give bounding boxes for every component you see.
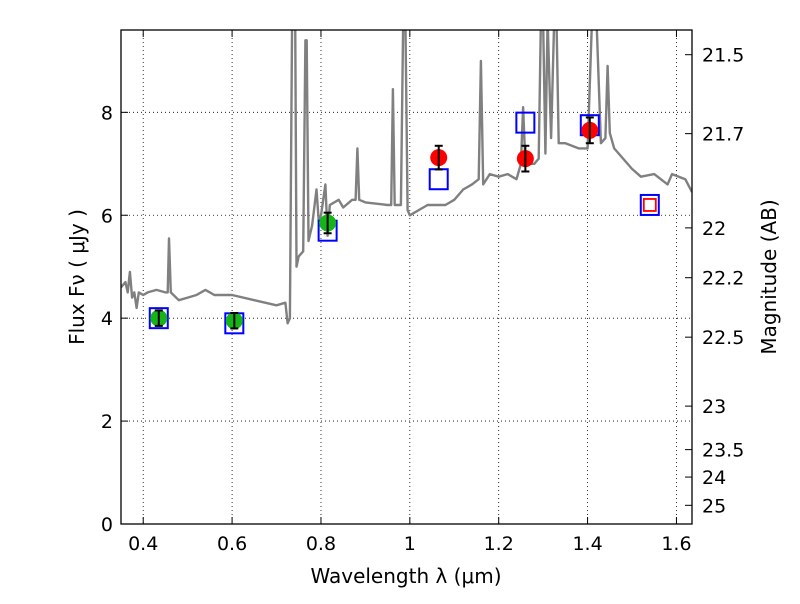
right-tick-label: 23.5 bbox=[702, 440, 744, 462]
x-tick-label: 0.6 bbox=[217, 533, 247, 555]
right-tick-label: 25 bbox=[702, 495, 726, 517]
right-tick-label: 22.5 bbox=[702, 327, 744, 349]
x-tick-label: 1.2 bbox=[484, 533, 514, 555]
right-axis-label: Magnitude (AB) bbox=[757, 199, 781, 354]
y-tick-label: 6 bbox=[101, 205, 113, 227]
blue-square-marker bbox=[639, 193, 660, 216]
y-tick-label: 8 bbox=[101, 102, 113, 124]
right-tick-label: 22.2 bbox=[702, 268, 744, 290]
right-tick-label: 21.7 bbox=[702, 124, 744, 146]
spectrum-line bbox=[121, 30, 692, 325]
right-tick-label: 23 bbox=[702, 396, 726, 418]
x-tick-label: 1.4 bbox=[572, 533, 602, 555]
right-tick-label: 21.5 bbox=[702, 45, 744, 67]
y-axis-label: Flux Fν ( μJy ) bbox=[65, 209, 89, 345]
red-square-marker bbox=[642, 198, 657, 212]
right-tick-label: 24 bbox=[702, 467, 726, 489]
blue-square-marker bbox=[515, 111, 536, 134]
x-tick-label: 0.4 bbox=[128, 533, 158, 555]
y-tick-label: 2 bbox=[101, 411, 113, 433]
x-tick-label: 1 bbox=[404, 533, 416, 555]
axis-ticks: 0.4 0.6 0.8 1 1.2 1.4 1.60246821.521.72222.222… bbox=[101, 30, 744, 555]
x-axis-label: Wavelength λ (μm) bbox=[310, 564, 501, 588]
blue-square-marker bbox=[148, 307, 169, 330]
y-tick-label: 0 bbox=[101, 514, 113, 536]
x-tick-label: 0.8 bbox=[306, 533, 336, 555]
plot-frame bbox=[120, 29, 693, 525]
x-tick-label: 1.6 bbox=[661, 533, 691, 555]
y-tick-label: 4 bbox=[101, 308, 113, 330]
right-tick-label: 22 bbox=[702, 218, 726, 240]
plot-area bbox=[121, 30, 692, 335]
